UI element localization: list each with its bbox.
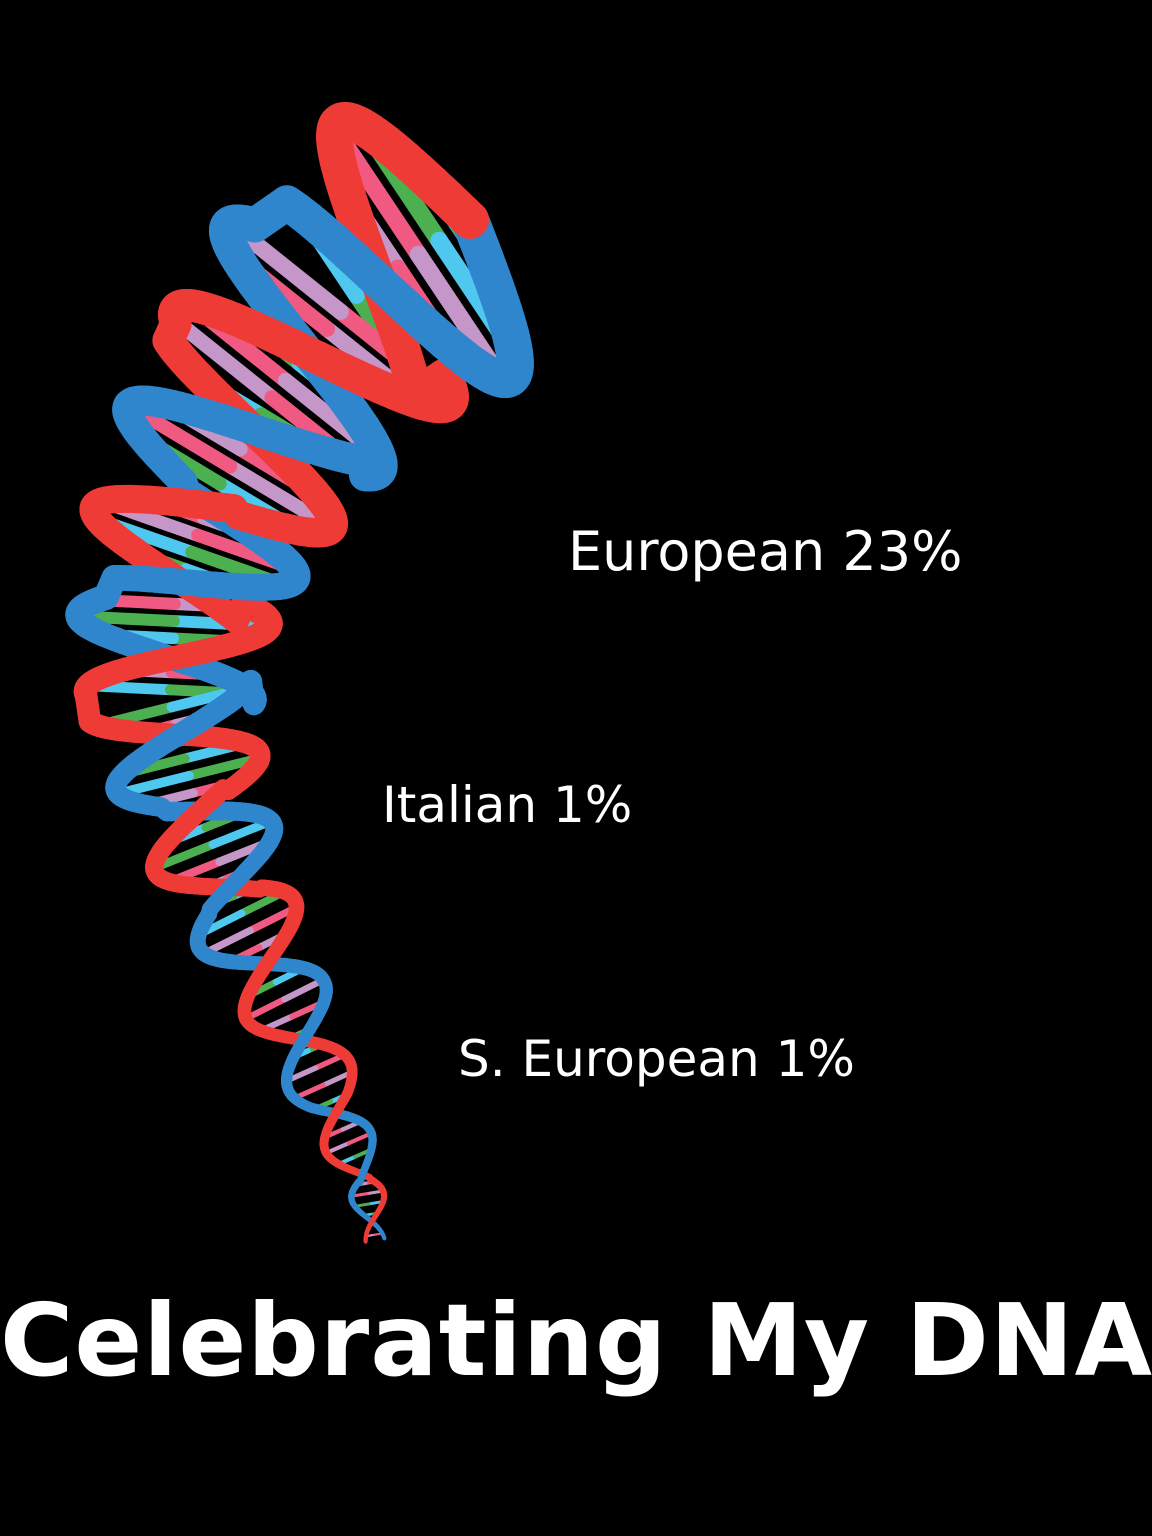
- strand-segment: [296, 1032, 311, 1048]
- strand-segment: [235, 413, 275, 447]
- strand-segment: [189, 798, 213, 822]
- strand-segment: [161, 568, 195, 596]
- strand-segment: [358, 1169, 367, 1179]
- strand-segment: [158, 645, 188, 671]
- strand-segment: [189, 490, 226, 521]
- strand-segment: [443, 193, 489, 239]
- strand-segment: [258, 956, 275, 974]
- strand-segment: [284, 333, 327, 371]
- ancestry-label-european: European 23%: [568, 520, 963, 583]
- base-pair-segment: [167, 312, 280, 406]
- base-pair-segment: [281, 976, 327, 1003]
- ancestry-label-italian: Italian 1%: [382, 776, 633, 834]
- strand-segment: [369, 1218, 375, 1225]
- poster-title: Celebrating My DNA!: [0, 1282, 1152, 1399]
- strand-segment: [357, 260, 401, 304]
- strand-segment: [220, 877, 240, 898]
- helix-strands: [65, 102, 534, 1244]
- strand-segment: [330, 1107, 342, 1120]
- base-pairs: [72, 118, 524, 1238]
- strand-segment: [164, 723, 191, 748]
- ancestry-label-s-european: S. European 1%: [458, 1030, 855, 1088]
- base-pair-segment: [242, 996, 288, 1022]
